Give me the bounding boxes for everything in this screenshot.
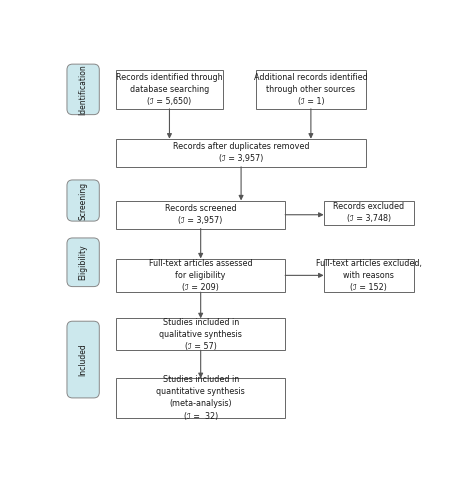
Text: Full-text articles assessed
for eligibility
(ℐ = 209): Full-text articles assessed for eligibil… [149, 259, 253, 292]
FancyBboxPatch shape [116, 259, 285, 292]
Text: Identification: Identification [79, 64, 88, 115]
FancyBboxPatch shape [116, 139, 366, 167]
FancyBboxPatch shape [67, 180, 99, 221]
Text: Records excluded
(ℐ = 3,748): Records excluded (ℐ = 3,748) [333, 202, 404, 223]
FancyBboxPatch shape [324, 259, 414, 292]
FancyBboxPatch shape [67, 321, 99, 398]
FancyBboxPatch shape [67, 64, 99, 115]
FancyBboxPatch shape [116, 201, 285, 228]
Text: Additional records identified
through other sources
(ℐ = 1): Additional records identified through ot… [254, 72, 368, 106]
FancyBboxPatch shape [67, 238, 99, 287]
Text: Included: Included [79, 343, 88, 376]
Text: Screening: Screening [79, 181, 88, 220]
FancyBboxPatch shape [256, 69, 366, 109]
Text: Records after duplicates removed
(ℐ = 3,957): Records after duplicates removed (ℐ = 3,… [173, 142, 310, 163]
FancyBboxPatch shape [116, 69, 223, 109]
Text: Studies included in
qualitative synthesis
(ℐ = 57): Studies included in qualitative synthesi… [159, 318, 242, 351]
Text: Eligibility: Eligibility [79, 244, 88, 280]
FancyBboxPatch shape [324, 201, 414, 225]
FancyBboxPatch shape [116, 318, 285, 350]
Text: Studies included in
quantitative synthesis
(meta-analysis)
(ℐ =  32): Studies included in quantitative synthes… [156, 375, 245, 421]
Text: Records identified through
database searching
(ℐ = 5,650): Records identified through database sear… [116, 72, 223, 106]
Text: Full-text articles excluded,
with reasons
(ℐ = 152): Full-text articles excluded, with reason… [316, 259, 422, 292]
FancyBboxPatch shape [116, 378, 285, 417]
Text: Records screened
(ℐ = 3,957): Records screened (ℐ = 3,957) [165, 204, 237, 225]
